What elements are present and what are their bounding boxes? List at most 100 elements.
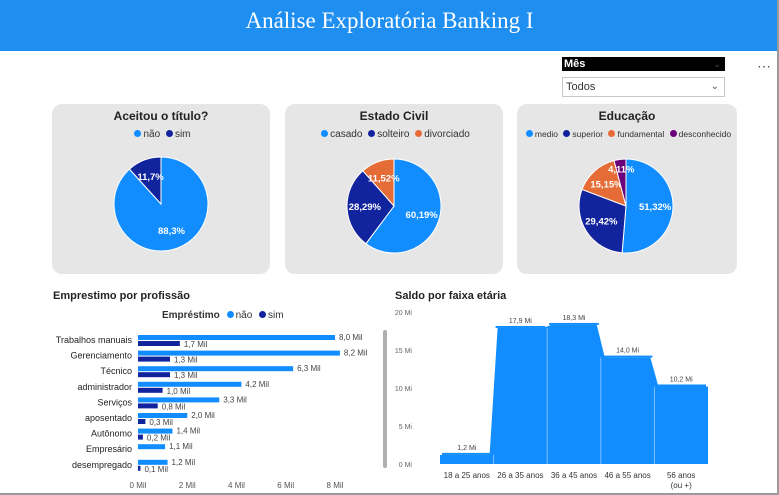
bar-nao[interactable] bbox=[138, 366, 294, 372]
more-options-icon[interactable]: ⋯ bbox=[757, 58, 772, 74]
card-title: Estado Civil bbox=[359, 109, 429, 123]
bar-sim[interactable] bbox=[138, 419, 146, 424]
bar-data-label: 6,3 Mil bbox=[297, 364, 321, 373]
card-accepted-title: 88,3% 11,7% Aceitou o título? não sim bbox=[52, 104, 270, 274]
pie-slice-superior[interactable] bbox=[578, 188, 627, 254]
pie-data-label: 11,52% bbox=[368, 174, 400, 185]
legend-dot bbox=[669, 130, 677, 137]
area-point[interactable] bbox=[549, 322, 599, 325]
pie-slice-medio[interactable] bbox=[621, 158, 674, 254]
area-chart-age: 0 Mi 5 Mi 10 Mi 15 Mi 20 Mi 1,2 Mi 18 a 25 ano… bbox=[395, 310, 708, 490]
bar-data-label: 0,8 Mil bbox=[162, 402, 186, 411]
card-education: 51,32% 29,42% 15,15% 4,11% Educação medio s… bbox=[517, 104, 737, 274]
legend-dot bbox=[525, 130, 533, 137]
bar-data-label: 1,1 Mil bbox=[169, 442, 193, 451]
bar-sim[interactable] bbox=[138, 387, 163, 393]
bar-data-label: 1,0 Mil bbox=[167, 387, 191, 396]
pie-chart-accepted: 88,3% 11,7% bbox=[113, 156, 209, 252]
area-data-label: 14,0 Mi bbox=[616, 348, 639, 355]
bar-category-label: Autônomo bbox=[91, 429, 132, 439]
area-point[interactable] bbox=[602, 355, 653, 358]
legend-label: superior bbox=[572, 129, 604, 139]
card-marital-status: 60,19% 28,29% 11,52% Estado Civil casado s… bbox=[285, 104, 503, 274]
area-point[interactable] bbox=[495, 325, 546, 328]
area-data-label: 10,2 Mi bbox=[670, 376, 693, 383]
pie-chart-education: 51,32% 29,42% 15,15% 4,11% bbox=[578, 158, 674, 254]
bar-data-label: 0,2 Mil bbox=[147, 434, 171, 443]
bar-nao[interactable] bbox=[138, 381, 242, 387]
month-slicer-title[interactable]: Mês ⌄ bbox=[562, 57, 725, 71]
legend-label: desconhecido bbox=[678, 129, 732, 139]
legend: medio superior fundamental desconhecido bbox=[517, 129, 737, 139]
bar-sim[interactable] bbox=[138, 341, 180, 346]
area-point[interactable] bbox=[656, 384, 706, 387]
bar-data-label: 1,3 Mil bbox=[174, 356, 198, 365]
legend-dot bbox=[368, 130, 376, 137]
x-tick-label: 0 Mil bbox=[130, 481, 147, 490]
pie-slice-desconhecido[interactable] bbox=[613, 158, 627, 207]
chevron-down-icon: ⌄ bbox=[710, 81, 719, 92]
bar-category-label: Empresário bbox=[86, 444, 132, 454]
area-data-label: 18,3 Mi bbox=[563, 315, 586, 322]
area-data-label: 17,9 Mi bbox=[509, 318, 532, 325]
x-category-label: 26 a 35 anos bbox=[497, 471, 543, 480]
bar-nao[interactable] bbox=[138, 428, 173, 434]
x-tick-label: 4 Mil bbox=[228, 481, 245, 490]
bar-nao[interactable] bbox=[138, 413, 188, 418]
x-tick-label: 6 Mil bbox=[277, 481, 294, 490]
month-slicer-value: Todos bbox=[566, 81, 596, 93]
pie-slice-casado[interactable] bbox=[365, 158, 442, 254]
pie-chart-marital: 60,19% 28,29% 11,52% bbox=[346, 158, 442, 254]
legend-dot bbox=[134, 130, 142, 137]
area-point[interactable] bbox=[442, 452, 492, 455]
bar-chart-legend: Empréstimo não sim bbox=[162, 310, 284, 321]
bar-sim[interactable] bbox=[138, 356, 171, 362]
legend: não sim bbox=[52, 129, 270, 140]
pie-slice-sim[interactable] bbox=[128, 156, 162, 206]
bar-category-label: Técnico bbox=[100, 366, 132, 376]
area-chart-title: Saldo por faixa etária bbox=[395, 290, 507, 302]
bar-nao[interactable] bbox=[138, 459, 168, 465]
bar-nao[interactable] bbox=[138, 350, 340, 356]
bar-sim[interactable] bbox=[138, 465, 141, 471]
bar-sim[interactable] bbox=[138, 372, 171, 378]
bar-nao[interactable] bbox=[138, 397, 220, 403]
month-slicer-dropdown[interactable]: Todos ⌄ bbox=[562, 77, 725, 97]
bar-data-label: 2,0 Mil bbox=[191, 411, 215, 420]
pie-data-label: 60,19% bbox=[406, 210, 439, 221]
pie-slice-divorciado[interactable] bbox=[362, 158, 395, 208]
legend-dot bbox=[415, 130, 423, 137]
bar-category-label: Serviços bbox=[97, 397, 132, 407]
bar-chart-title: Emprestimo por profissão bbox=[53, 290, 190, 302]
window-edge bbox=[777, 0, 779, 495]
pie-data-label: 28,29% bbox=[349, 202, 382, 213]
legend-label: sim bbox=[174, 129, 191, 140]
pie-data-label: 29,42% bbox=[585, 217, 618, 228]
bar-data-label: 1,3 Mil bbox=[174, 371, 198, 380]
card-title: Educação bbox=[598, 109, 656, 123]
legend-title: Empréstimo bbox=[162, 310, 220, 321]
legend-label: medio bbox=[534, 129, 559, 139]
area-series[interactable] bbox=[440, 324, 708, 464]
bar-nao[interactable] bbox=[138, 335, 335, 340]
legend-dot bbox=[259, 311, 267, 318]
bar-sim[interactable] bbox=[138, 403, 158, 409]
area-data-label: 1,2 Mi bbox=[457, 445, 477, 452]
pie-data-label: 51,32% bbox=[639, 202, 672, 213]
bar-chart-scrollbar[interactable] bbox=[383, 330, 387, 468]
bar-sim[interactable] bbox=[138, 434, 143, 440]
x-category-label: 18 a 25 anos bbox=[444, 471, 490, 480]
bar-data-label: 1,7 Mil bbox=[184, 340, 208, 349]
month-slicer-label: Mês bbox=[564, 58, 586, 70]
x-category-label: 36 a 45 anos bbox=[551, 471, 597, 480]
window-edge bbox=[0, 493, 779, 495]
legend-dot bbox=[226, 311, 234, 318]
bar-data-label: 8,0 Mil bbox=[339, 333, 363, 342]
bar-nao[interactable] bbox=[138, 444, 166, 450]
x-tick-label: 2 Mil bbox=[179, 481, 196, 490]
legend-label: não bbox=[235, 310, 253, 321]
pie-slice-solteiro[interactable] bbox=[346, 170, 395, 245]
y-tick-label: 0 Mi bbox=[399, 462, 413, 469]
y-tick-label: 10 Mi bbox=[395, 386, 413, 393]
y-tick-label: 15 Mi bbox=[395, 348, 413, 355]
